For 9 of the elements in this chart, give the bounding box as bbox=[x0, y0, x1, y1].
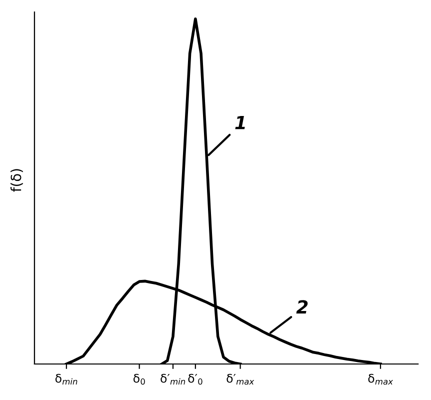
x-tick-label: δ′$_{max}$ bbox=[226, 374, 254, 385]
annotation: 2 bbox=[296, 300, 308, 314]
y-axis-title: f(δ) bbox=[10, 169, 23, 192]
annotation: 1 bbox=[235, 116, 245, 130]
x-tick-label: δ′$_{min}$ bbox=[160, 374, 186, 385]
x-tick-label: δ$_{max}$ bbox=[368, 374, 394, 385]
x-tick-label: δ$_{0}$ bbox=[134, 374, 145, 385]
x-tick-label: δ′$_{0}$ bbox=[188, 374, 202, 385]
x-tick-label: δ$_{min}$ bbox=[55, 374, 78, 385]
